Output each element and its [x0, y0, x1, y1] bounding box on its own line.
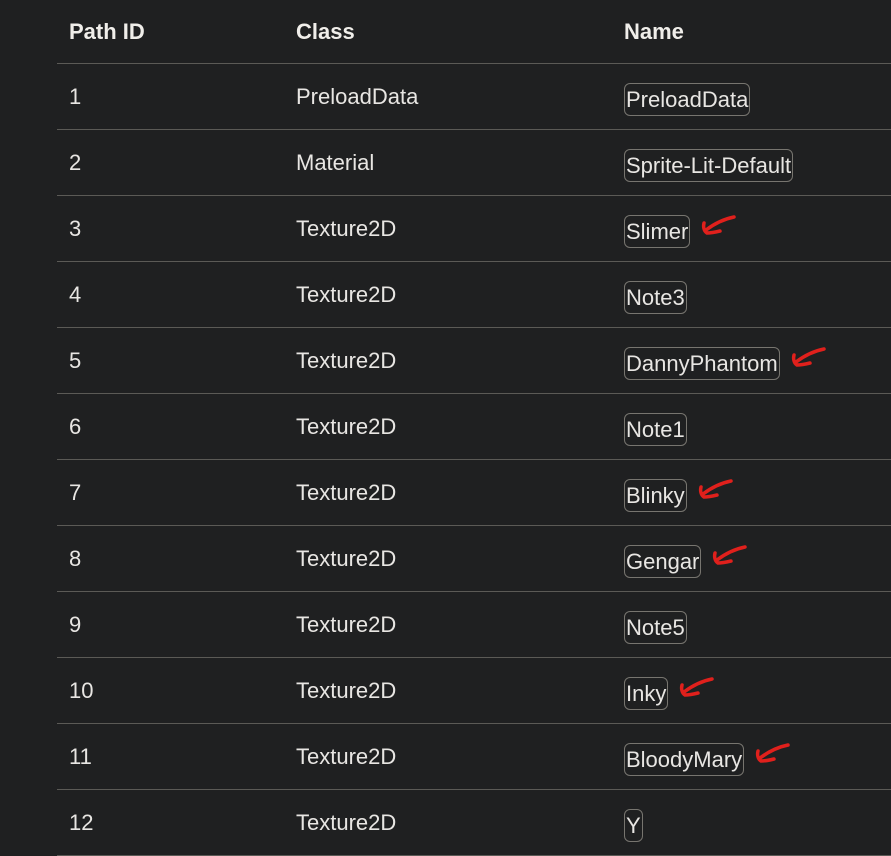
- name-tag[interactable]: Note3: [624, 281, 687, 314]
- path-id-cell: 7: [57, 459, 284, 526]
- path-id-cell: 12: [57, 789, 284, 856]
- table-row: 9 Texture2D Note5: [57, 591, 891, 658]
- path-id-cell: 8: [57, 525, 284, 592]
- name-tag[interactable]: Slimer: [624, 215, 691, 248]
- table-row: 4 Texture2D Note3: [57, 261, 891, 328]
- class-cell: Texture2D: [284, 723, 612, 790]
- table-row: 7 Texture2D Blinky: [57, 459, 891, 526]
- name-tag[interactable]: Y: [624, 809, 643, 842]
- name-cell: Note3: [612, 261, 891, 328]
- class-cell: Texture2D: [284, 393, 612, 460]
- red-arrow-annotation-icon: [680, 677, 715, 697]
- path-id-cell: 2: [57, 129, 284, 196]
- table-row: 11 Texture2D BloodyMary: [57, 723, 891, 790]
- name-cell: DannyPhantom: [612, 327, 891, 394]
- table-row: 5 Texture2D DannyPhantom: [57, 327, 891, 394]
- name-cell: PreloadData: [612, 63, 891, 130]
- name-cell: Inky: [612, 657, 891, 724]
- name-cell: Sprite-Lit-Default: [612, 129, 891, 196]
- table-header: Path ID Class Name: [57, 0, 891, 64]
- name-tag[interactable]: PreloadData: [624, 83, 751, 116]
- class-cell: Texture2D: [284, 459, 612, 526]
- class-cell: PreloadData: [284, 63, 612, 130]
- asset-table: Path ID Class Name 1 PreloadData Preload…: [57, 0, 891, 856]
- name-cell: Note5: [612, 591, 891, 658]
- red-arrow-annotation-icon: [713, 545, 748, 565]
- path-id-cell: 10: [57, 657, 284, 724]
- path-id-cell: 4: [57, 261, 284, 328]
- class-cell: Texture2D: [284, 327, 612, 394]
- header-name: Name: [612, 0, 891, 64]
- class-cell: Texture2D: [284, 261, 612, 328]
- class-cell: Texture2D: [284, 657, 612, 724]
- name-tag[interactable]: DannyPhantom: [624, 347, 780, 380]
- path-id-cell: 6: [57, 393, 284, 460]
- name-tag[interactable]: BloodyMary: [624, 743, 745, 776]
- path-id-cell: 3: [57, 195, 284, 262]
- header-path-id: Path ID: [57, 0, 284, 64]
- path-id-cell: 1: [57, 63, 284, 130]
- table-row: 8 Texture2D Gengar: [57, 525, 891, 592]
- red-arrow-annotation-icon: [791, 347, 826, 367]
- class-cell: Material: [284, 129, 612, 196]
- table-row: 1 PreloadData PreloadData: [57, 63, 891, 130]
- name-tag[interactable]: Note1: [624, 413, 687, 446]
- table-row: 6 Texture2D Note1: [57, 393, 891, 460]
- red-arrow-annotation-icon: [698, 479, 733, 499]
- name-tag[interactable]: Sprite-Lit-Default: [624, 149, 794, 182]
- name-cell: Blinky: [612, 459, 891, 526]
- table-row: 12 Texture2D Y: [57, 789, 891, 856]
- name-tag[interactable]: Inky: [624, 677, 669, 710]
- class-cell: Texture2D: [284, 195, 612, 262]
- name-tag[interactable]: Blinky: [624, 479, 687, 512]
- name-tag[interactable]: Gengar: [624, 545, 702, 578]
- name-tag[interactable]: Note5: [624, 611, 687, 644]
- path-id-cell: 11: [57, 723, 284, 790]
- name-cell: Gengar: [612, 525, 891, 592]
- name-cell: Slimer: [612, 195, 891, 262]
- class-cell: Texture2D: [284, 525, 612, 592]
- red-arrow-annotation-icon: [702, 215, 737, 235]
- header-class: Class: [284, 0, 612, 64]
- class-cell: Texture2D: [284, 591, 612, 658]
- table-row: 3 Texture2D Slimer: [57, 195, 891, 262]
- class-cell: Texture2D: [284, 789, 612, 856]
- red-arrow-annotation-icon: [756, 743, 790, 763]
- table-row: 2 Material Sprite-Lit-Default: [57, 129, 891, 196]
- path-id-cell: 5: [57, 327, 284, 394]
- table-row: 10 Texture2D Inky: [57, 657, 891, 724]
- name-cell: Note1: [612, 393, 891, 460]
- name-cell: Y: [612, 789, 891, 856]
- path-id-cell: 9: [57, 591, 284, 658]
- name-cell: BloodyMary: [612, 723, 891, 790]
